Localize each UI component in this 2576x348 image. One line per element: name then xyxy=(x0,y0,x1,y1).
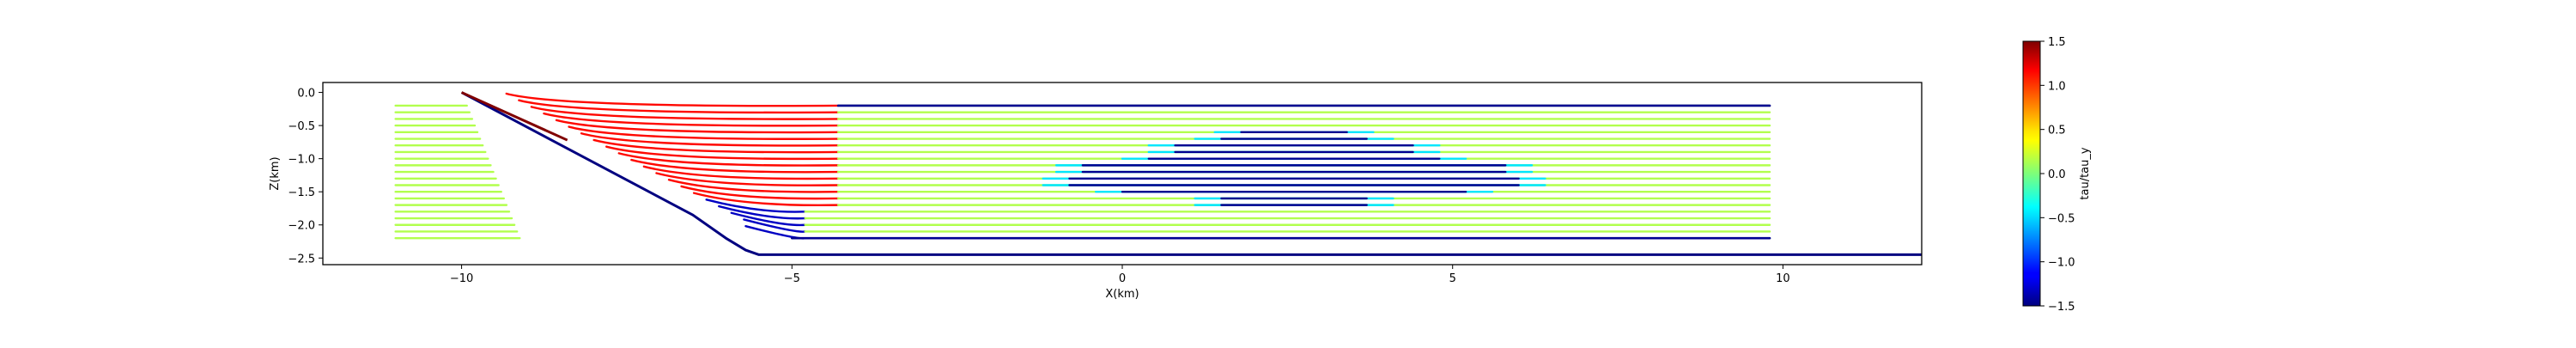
x-axis-label: X(km) xyxy=(1105,288,1139,301)
y-axis-label: Z(km) xyxy=(269,156,282,190)
near-fault-line xyxy=(568,125,840,140)
near-fault-line xyxy=(692,192,840,207)
y-tick-label: −1.0 xyxy=(288,154,315,167)
colorbar-tick-label: 0.5 xyxy=(2048,125,2066,137)
fault-trace xyxy=(460,91,1922,256)
near-fault-line xyxy=(705,198,806,213)
plot-area xyxy=(394,91,1922,256)
colorbar-tick-label: 1.5 xyxy=(2048,36,2066,49)
x-tick-label: 10 xyxy=(1776,272,1790,285)
y-tick-label: −1.5 xyxy=(288,186,315,199)
near-fault-line xyxy=(580,132,840,147)
x-tick-label: 5 xyxy=(1449,272,1456,285)
near-fault-line xyxy=(730,211,806,227)
near-fault-line xyxy=(530,106,840,120)
y-tick-label: −2.5 xyxy=(288,253,315,266)
near-fault-line xyxy=(630,158,840,174)
x-tick-label: −5 xyxy=(784,272,800,285)
near-fault-line xyxy=(718,205,806,220)
fault-trace-top xyxy=(460,91,568,142)
near-fault-line xyxy=(592,138,840,154)
near-fault-line xyxy=(642,165,840,180)
y-tick-label: −0.5 xyxy=(288,120,315,133)
x-tick-label: −10 xyxy=(450,272,473,285)
colorbar-tick-label: −1.0 xyxy=(2048,257,2075,270)
near-fault-line xyxy=(680,185,840,200)
near-fault-line xyxy=(655,172,840,186)
colorbar-tick-label: 1.0 xyxy=(2048,80,2066,93)
near-fault-line xyxy=(743,218,806,233)
colorbar-label: tau/tau_y xyxy=(2079,147,2092,199)
near-fault-line xyxy=(518,99,840,114)
colorbar-axis: 1.5 1.0 0.5 0.0 −0.5 −1.0 −1.5 xyxy=(2040,36,2075,314)
near-fault-line xyxy=(555,119,840,134)
near-fault-line xyxy=(667,179,840,193)
colorbar-tick-label: −0.5 xyxy=(2048,212,2075,225)
x-axis: −10 −5 0 5 10 xyxy=(450,265,1790,285)
near-fault-line xyxy=(605,145,840,161)
near-fault-line xyxy=(505,92,840,107)
x-tick-label: 0 xyxy=(1119,272,1126,285)
colorbar-tick-label: 0.0 xyxy=(2048,168,2066,181)
near-fault-line xyxy=(543,112,840,127)
y-axis: 0.0 −0.5 −1.0 −1.5 −2.0 −2.5 xyxy=(288,88,323,266)
colorbar-tick-label: −1.5 xyxy=(2048,301,2075,314)
colorbar xyxy=(2022,40,2041,307)
y-tick-label: −2.0 xyxy=(288,220,315,233)
near-fault-line xyxy=(617,152,840,167)
y-tick-label: 0.0 xyxy=(297,88,315,101)
